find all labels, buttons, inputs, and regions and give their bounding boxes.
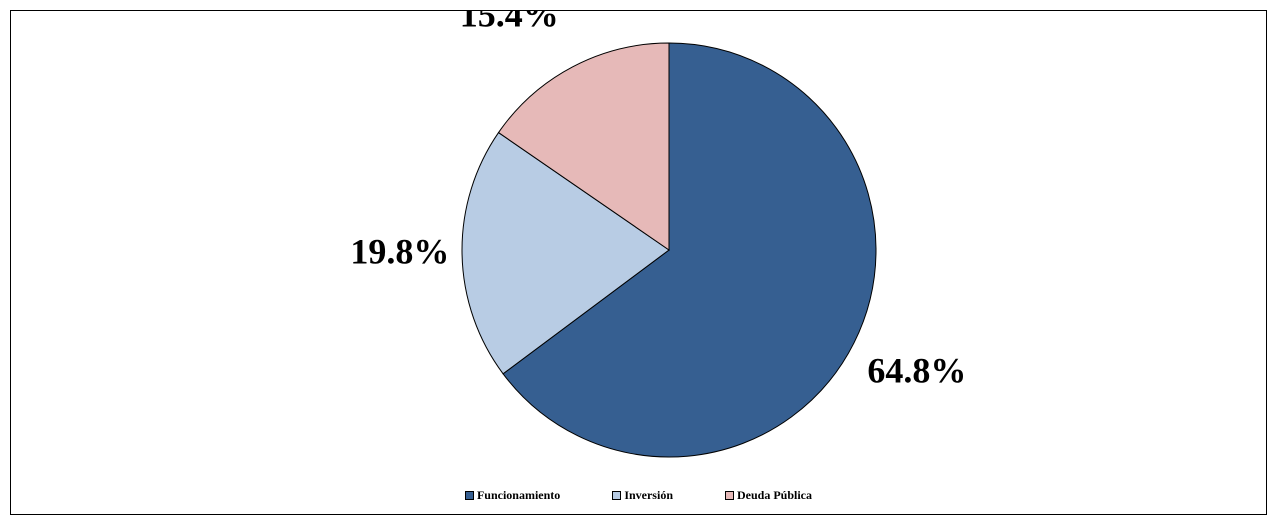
legend-item-2: Inversión [612, 488, 673, 503]
data-label-1: 64.8% [867, 351, 966, 391]
data-label-3: 15.4% [460, 11, 559, 35]
pie-slice-3 [497, 42, 670, 251]
legend: Funcionamiento Inversión Deuda Pública [11, 488, 1266, 503]
legend-label: Inversión [624, 488, 673, 502]
pie-chart: 64.8% 19.8% 15.4% [350, 11, 966, 458]
legend-label: Deuda Pública [737, 488, 813, 502]
legend-item-1: Funcionamiento [464, 488, 561, 503]
pie-slice-2 [461, 131, 670, 375]
chart-frame: 64.8% 19.8% 15.4% Funcionamiento Inversión D… [10, 10, 1267, 515]
legend-swatch [464, 491, 474, 500]
legend-swatch [612, 491, 622, 500]
legend-swatch [725, 491, 734, 500]
data-label-2: 19.8% [350, 231, 449, 271]
legend-item-3: Deuda Pública [725, 488, 812, 503]
pie-slice-1 [502, 42, 877, 458]
legend-label: Funcionamiento [476, 488, 561, 502]
